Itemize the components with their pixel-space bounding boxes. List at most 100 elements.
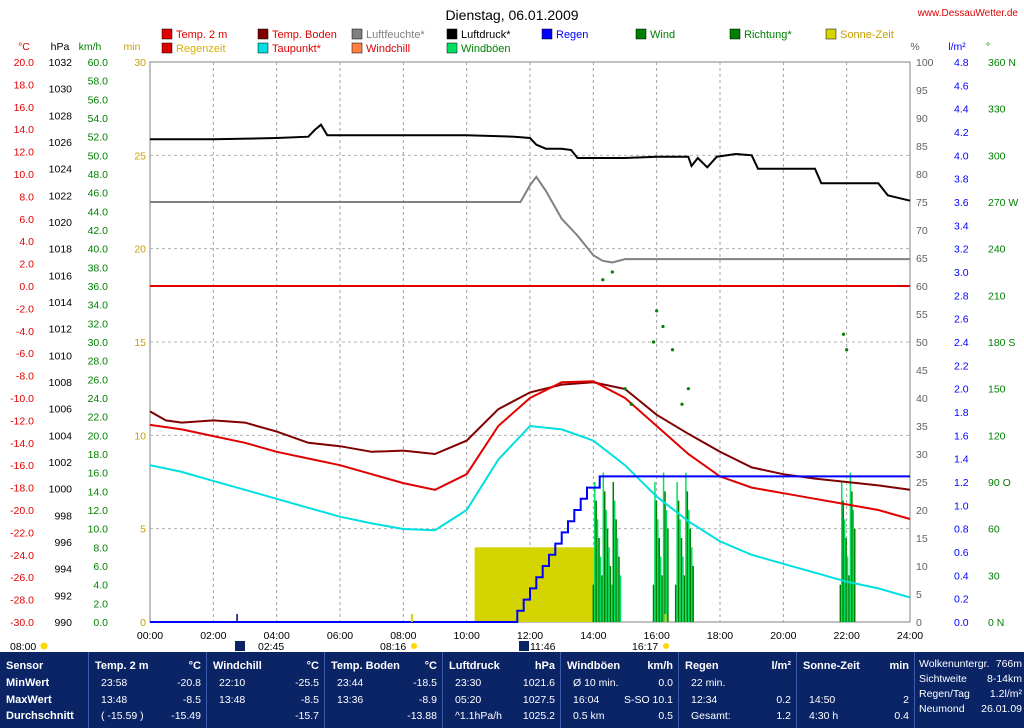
- tick-rain_lm2: 2.6: [954, 314, 969, 326]
- tick-pressure_hpa: 1000: [49, 484, 73, 496]
- stats-value: 0.2: [776, 694, 791, 706]
- tick-wind_kmh: 34.0: [88, 300, 109, 312]
- extra-value: 8-14km: [986, 673, 1022, 685]
- tick-temperature_c: -16.0: [10, 460, 34, 472]
- series-taupunkt: [149, 424, 911, 599]
- stats-value: 2: [903, 694, 909, 706]
- legend-swatch: [541, 28, 553, 40]
- tick-direction_deg: 330: [988, 104, 1006, 116]
- tick-pressure_hpa: 1026: [49, 137, 73, 149]
- legend-label: Windchill: [366, 43, 410, 55]
- stats-value: -18.5: [413, 677, 437, 689]
- direction-dot: [651, 340, 656, 344]
- tick-x: 10:00: [454, 630, 480, 642]
- tick-humidity_pct: 55: [916, 309, 928, 321]
- extra-label: Regen/Tag: [919, 688, 970, 700]
- tick-sun_min: 10: [134, 430, 146, 442]
- stats-col-luftdruck: Luftdruck hPa 23:30 1021.6 05:20 1027.5 ^1.1hP…: [442, 652, 561, 728]
- tick-direction_deg: 0 N: [988, 617, 1004, 629]
- stats-unit: °C: [424, 660, 437, 672]
- weather-chart: 20.0 18.0 16.0 14.0 12.0 10.0 8.0 6.0 4.0 2.0 0.0 -…: [10, 7, 1019, 652]
- tick-rain_lm2: 2.8: [954, 290, 969, 302]
- chart-title: Dienstag, 06.01.2009: [445, 7, 578, 23]
- tick-temperature_c: 6.0: [19, 214, 34, 226]
- stats-value: -20.8: [177, 677, 201, 689]
- stats-value: 1021.6: [522, 677, 555, 689]
- legend-label: Windböen: [461, 43, 511, 55]
- tick-humidity_pct: 45: [916, 365, 928, 377]
- tick-pressure_hpa: 1012: [49, 324, 73, 336]
- tick-humidity_pct: 95: [916, 85, 928, 97]
- tick-humidity_pct: 70: [916, 225, 928, 237]
- tick-pressure_hpa: 1008: [49, 377, 73, 389]
- legend-label: Sonne-Zeit: [840, 29, 894, 41]
- tick-wind_kmh: 8.0: [93, 542, 108, 554]
- stats-row-min: MinWert: [6, 677, 50, 689]
- moon-icon: [235, 641, 245, 651]
- rain-icon: [519, 641, 529, 651]
- tick-rain_lm2: 4.4: [954, 104, 969, 116]
- tick-rain_lm2: 0.2: [954, 594, 969, 606]
- tick-temperature_c: -22.0: [10, 527, 34, 539]
- direction-dot: [845, 348, 849, 352]
- tick-wind_kmh: 52.0: [88, 132, 109, 144]
- direction-dot: [841, 332, 846, 336]
- tick-rain_lm2: 4.8: [954, 57, 969, 69]
- tick-temperature_c: 12.0: [14, 147, 35, 159]
- stats-value: 0.4: [894, 710, 909, 722]
- tick-wind_kmh: 0.0: [93, 617, 108, 629]
- legend-swatch: [161, 42, 173, 54]
- unit-min: min: [124, 41, 141, 53]
- stats-value: -13.88: [407, 710, 437, 722]
- stats-unit: hPa: [534, 660, 555, 672]
- tick-rain_lm2: 3.6: [954, 197, 969, 209]
- tick-humidity_pct: 0: [916, 617, 922, 629]
- stats-value: 0.0: [658, 677, 673, 689]
- tick-x: 00:00: [137, 630, 163, 642]
- stats-col-temp2m: Temp. 2 m °C 23:58 -20.8 13:48 -8.5 ( -15.59 )…: [88, 652, 207, 728]
- stats-value: 0.5: [658, 710, 673, 722]
- legend-swatch: [729, 28, 741, 40]
- tick-humidity_pct: 40: [916, 393, 928, 405]
- unit-hpa: hPa: [51, 41, 70, 53]
- tick-temperature_c: -18.0: [10, 483, 34, 495]
- legend-swatch: [635, 28, 647, 40]
- tick-temperature_c: -28.0: [10, 595, 34, 607]
- tick-wind_kmh: 14.0: [88, 486, 109, 498]
- tick-pressure_hpa: 1014: [49, 297, 73, 309]
- tick-rain_lm2: 3.0: [954, 267, 969, 279]
- tick-wind_kmh: 56.0: [88, 94, 109, 106]
- tick-pressure_hpa: 1018: [49, 244, 73, 256]
- tick-humidity_pct: 80: [916, 169, 928, 181]
- tick-wind_kmh: 36.0: [88, 281, 109, 293]
- tick-pressure_hpa: 1016: [49, 270, 73, 282]
- tick-rain_lm2: 4.2: [954, 127, 969, 139]
- tick-pressure_hpa: 1002: [49, 457, 73, 469]
- tick-rain_lm2: 1.6: [954, 430, 969, 442]
- series-tempboden: [149, 381, 911, 491]
- stats-time: Gesamt:: [691, 710, 731, 722]
- series-regen: [150, 475, 910, 623]
- stats-time: 23:58: [101, 677, 128, 689]
- tick-direction_deg: 300: [988, 150, 1006, 162]
- tick-wind_kmh: 30.0: [88, 337, 109, 349]
- stats-title: Regen: [685, 660, 719, 672]
- tick-temperature_c: 20.0: [14, 57, 35, 69]
- tick-humidity_pct: 90: [916, 113, 928, 125]
- tick-direction_deg: 360 N: [988, 57, 1016, 69]
- tick-rain_lm2: 2.2: [954, 360, 969, 372]
- chart-axes: 20.0 18.0 16.0 14.0 12.0 10.0 8.0 6.0 4.0 2.0 0.0 -…: [10, 41, 1018, 642]
- stats-value: 1027.5: [522, 694, 555, 706]
- legend-label: Taupunkt*: [272, 43, 322, 55]
- tick-rain_lm2: 0.4: [954, 570, 969, 582]
- tick-x: 04:00: [264, 630, 290, 642]
- tick-humidity_pct: 65: [916, 253, 928, 265]
- tick-x: 12:00: [517, 630, 543, 642]
- tick-direction_deg: 180 S: [988, 337, 1015, 349]
- stats-unit: °C: [188, 660, 201, 672]
- extra-value: 766m: [995, 658, 1022, 670]
- tick-wind_kmh: 32.0: [88, 318, 109, 330]
- tick-rain_lm2: 3.4: [954, 220, 969, 232]
- site-link[interactable]: www.DessauWetter.de: [917, 8, 1019, 19]
- tick-humidity_pct: 30: [916, 449, 928, 461]
